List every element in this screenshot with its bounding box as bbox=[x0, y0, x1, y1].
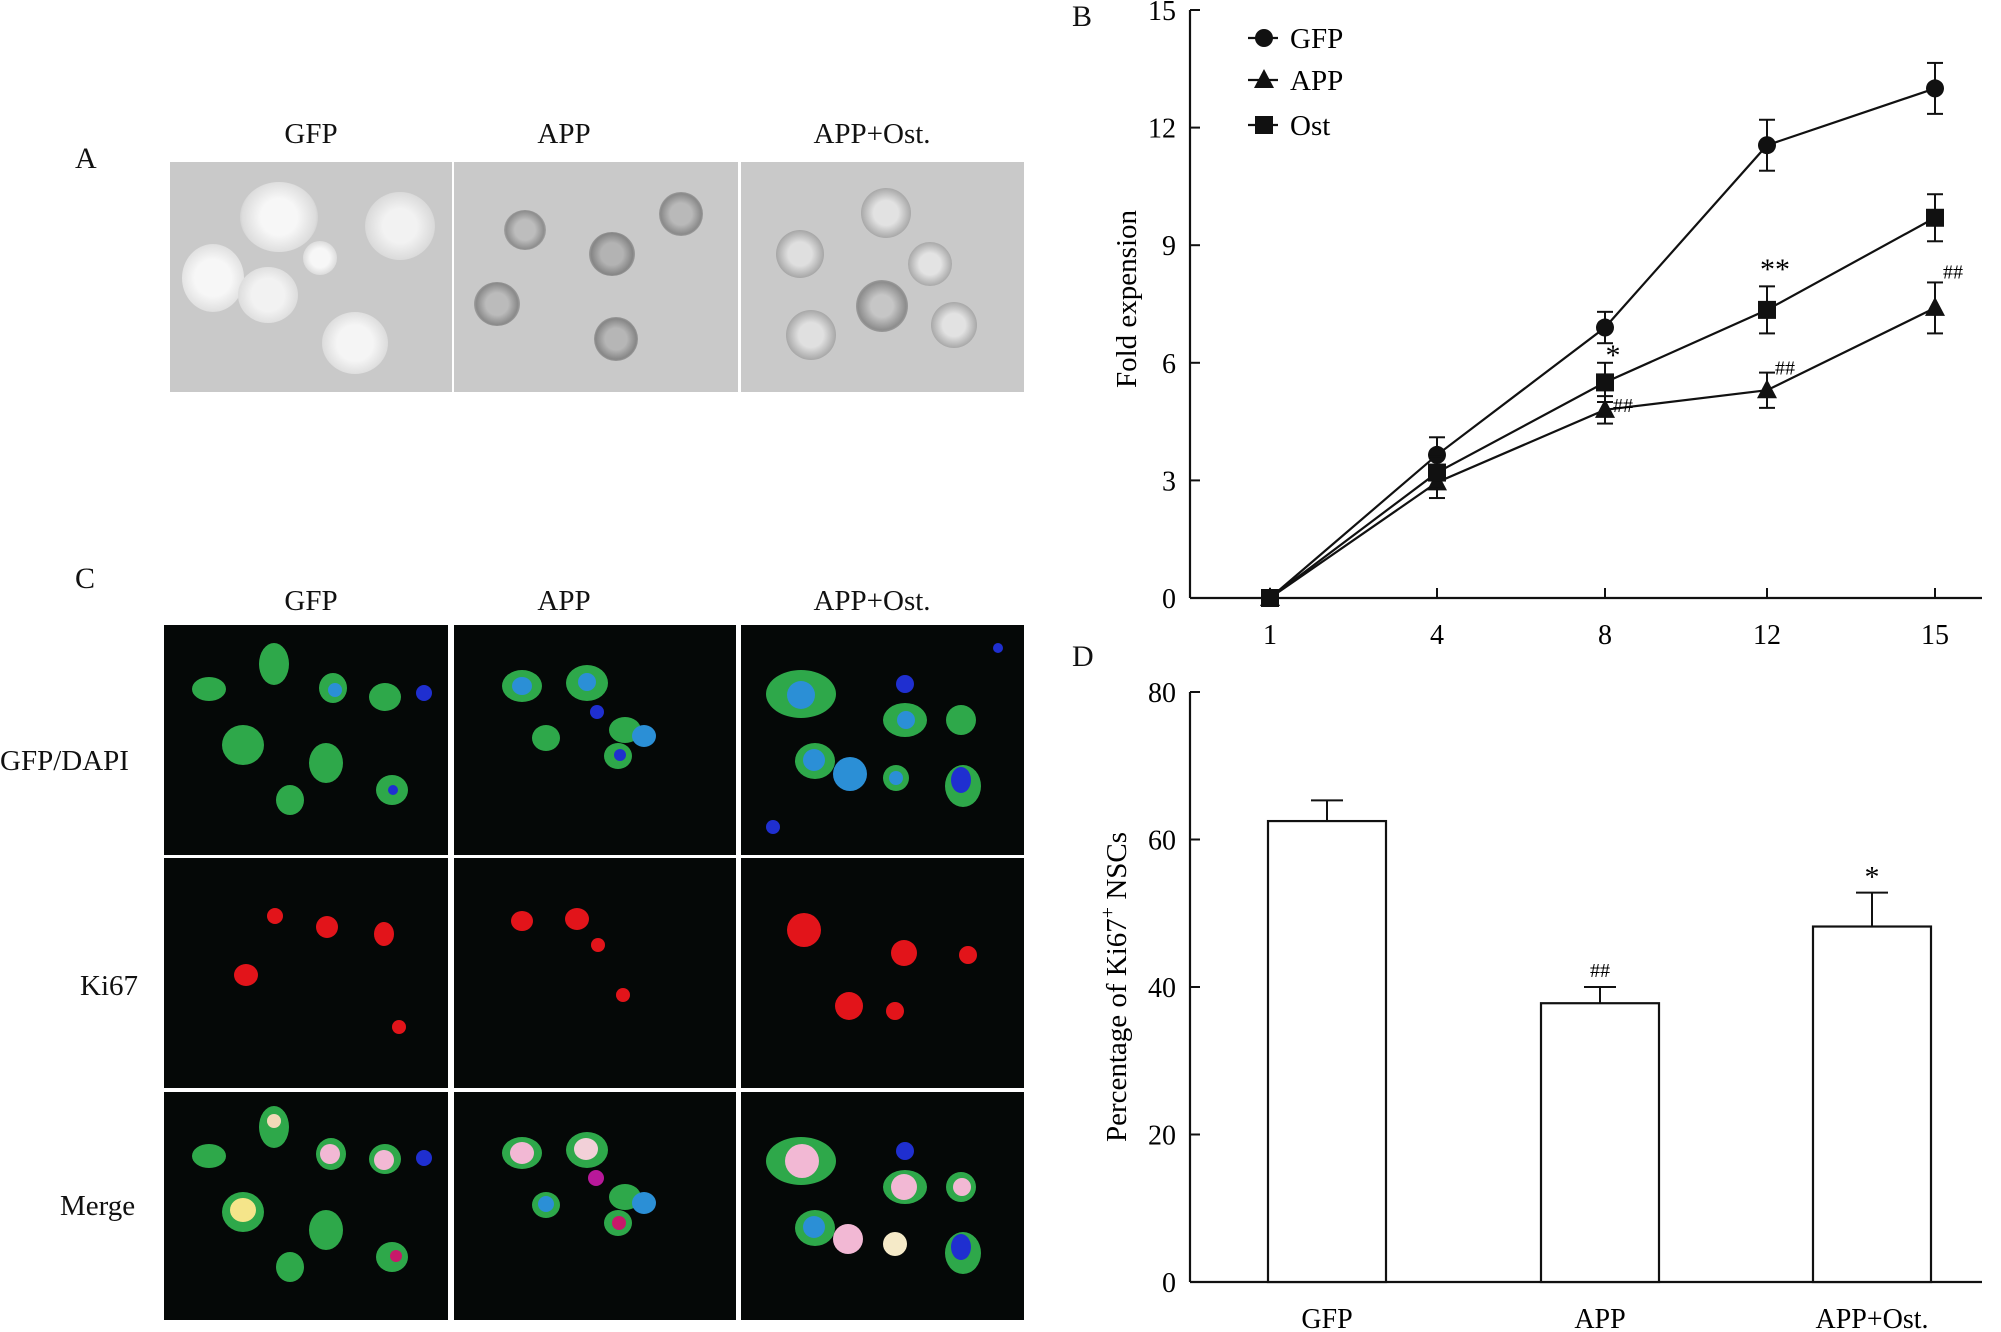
panel-a-micrograph-app bbox=[454, 162, 738, 392]
legend-label-ost: Ost bbox=[1290, 110, 1330, 142]
series-line-app bbox=[1269, 306, 1936, 599]
panel-c-merge-app bbox=[454, 1092, 736, 1320]
significance-marker: * bbox=[1606, 339, 1621, 372]
panel-c-ki67-app-ost bbox=[741, 858, 1024, 1088]
panel-c-merge-app-ost bbox=[741, 1092, 1024, 1320]
y-axis-label: Fold expension bbox=[1111, 209, 1143, 388]
bar-2 bbox=[1539, 1002, 1661, 1284]
y-tick-label: 60 bbox=[1148, 826, 1176, 857]
significance-marker: ## bbox=[1613, 395, 1633, 417]
panel-label-c: C bbox=[75, 562, 96, 595]
x-tick-label: APP bbox=[1574, 1304, 1625, 1332]
data-point-gfp bbox=[1596, 318, 1614, 337]
y-tick-label: 80 bbox=[1148, 678, 1176, 709]
y-tick-label: 15 bbox=[1148, 0, 1176, 27]
y-axis-label-superscript: + bbox=[1097, 907, 1119, 918]
row-label-ki67: Ki67 bbox=[80, 970, 138, 1002]
legend-marker-ost bbox=[1255, 116, 1273, 134]
panel-label-d: D bbox=[1072, 640, 1094, 673]
x-tick-label: APP+Ost. bbox=[1815, 1304, 1928, 1332]
legend-marker-app bbox=[1254, 69, 1274, 88]
significance-marker: ## bbox=[1590, 960, 1610, 982]
legend-marker-gfp bbox=[1255, 29, 1273, 47]
y-axis-label: Percentage of Ki67+ NSCs bbox=[1097, 832, 1133, 1142]
x-tick-label: GFP bbox=[1301, 1304, 1352, 1332]
y-tick-label: 40 bbox=[1148, 973, 1176, 1004]
data-point-gfp bbox=[1758, 136, 1776, 155]
panel-a-header-app-ost: APP+Ost. bbox=[813, 118, 931, 150]
panel-c-ki67-gfp bbox=[164, 858, 448, 1088]
x-tick-label: 4 bbox=[1430, 620, 1444, 651]
data-point-gfp bbox=[1428, 445, 1446, 464]
legend-label-app: APP bbox=[1290, 65, 1343, 97]
legend-label-gfp: GFP bbox=[1290, 23, 1343, 55]
panel-c-header-app: APP bbox=[537, 585, 591, 617]
panel-a-header-app: APP bbox=[537, 118, 591, 150]
panel-c-gfp-dapi-app bbox=[454, 625, 736, 855]
y-tick-label: 0 bbox=[1162, 584, 1176, 615]
significance-marker: ** bbox=[1760, 253, 1790, 286]
data-point-ost bbox=[1261, 589, 1279, 607]
y-tick-label: 20 bbox=[1148, 1121, 1176, 1152]
y-axis-label-main: Percentage of Ki67 bbox=[1101, 918, 1133, 1142]
data-point-ost bbox=[1428, 463, 1446, 482]
bar-3 bbox=[1811, 925, 1933, 1284]
panel-a-micrograph-app-ost bbox=[741, 162, 1024, 392]
data-point-app bbox=[1757, 379, 1777, 399]
panel-c-gfp-dapi-app-ost bbox=[741, 625, 1024, 855]
fold-expansion-line-chart: 0 3 6 9 12 15 1 4 8 12 15 Fold expension * ## ** ## ## GF… bbox=[1111, 0, 1982, 651]
data-point-ost bbox=[1596, 373, 1614, 392]
panel-c-header-app-ost: APP+Ost. bbox=[813, 585, 931, 617]
panel-label-a: A bbox=[75, 142, 97, 175]
y-tick-label: 0 bbox=[1162, 1268, 1176, 1299]
significance-marker: ## bbox=[1775, 358, 1795, 380]
x-tick-label: 15 bbox=[1921, 620, 1949, 651]
row-label-merge: Merge bbox=[60, 1190, 136, 1222]
significance-marker: * bbox=[1865, 861, 1880, 894]
y-axis-label-suffix: NSCs bbox=[1101, 832, 1133, 907]
panel-a-header-gfp: GFP bbox=[284, 118, 338, 150]
x-tick-label: 8 bbox=[1598, 620, 1612, 651]
significance-marker: ## bbox=[1943, 262, 1963, 284]
panel-label-b: B bbox=[1072, 0, 1093, 33]
data-point-ost bbox=[1758, 300, 1776, 319]
x-tick-label: 12 bbox=[1753, 620, 1781, 651]
panel-a-micrograph-gfp bbox=[170, 162, 452, 392]
data-point-ost bbox=[1926, 208, 1944, 227]
data-point-gfp bbox=[1926, 79, 1944, 98]
y-tick-label: 9 bbox=[1162, 231, 1176, 262]
data-point-app bbox=[1925, 296, 1945, 316]
y-tick-label: 12 bbox=[1148, 114, 1176, 145]
x-tick-label: 1 bbox=[1263, 620, 1277, 651]
y-tick-label: 3 bbox=[1162, 466, 1176, 497]
data-point-app bbox=[1595, 398, 1615, 418]
row-label-gfp-dapi: GFP/DAPI bbox=[0, 745, 129, 777]
panel-c-gfp-dapi-gfp bbox=[164, 625, 448, 855]
ki67-percentage-bar-chart: 0 20 40 60 80 GFP APP ## APP+Ost. * Percentage of … bbox=[1097, 678, 1982, 1332]
bar-1 bbox=[1266, 819, 1388, 1284]
y-tick-label: 6 bbox=[1162, 349, 1176, 380]
panel-c-header-gfp: GFP bbox=[284, 585, 338, 617]
panel-c-ki67-app bbox=[454, 858, 736, 1088]
panel-c-merge-gfp bbox=[164, 1092, 448, 1320]
